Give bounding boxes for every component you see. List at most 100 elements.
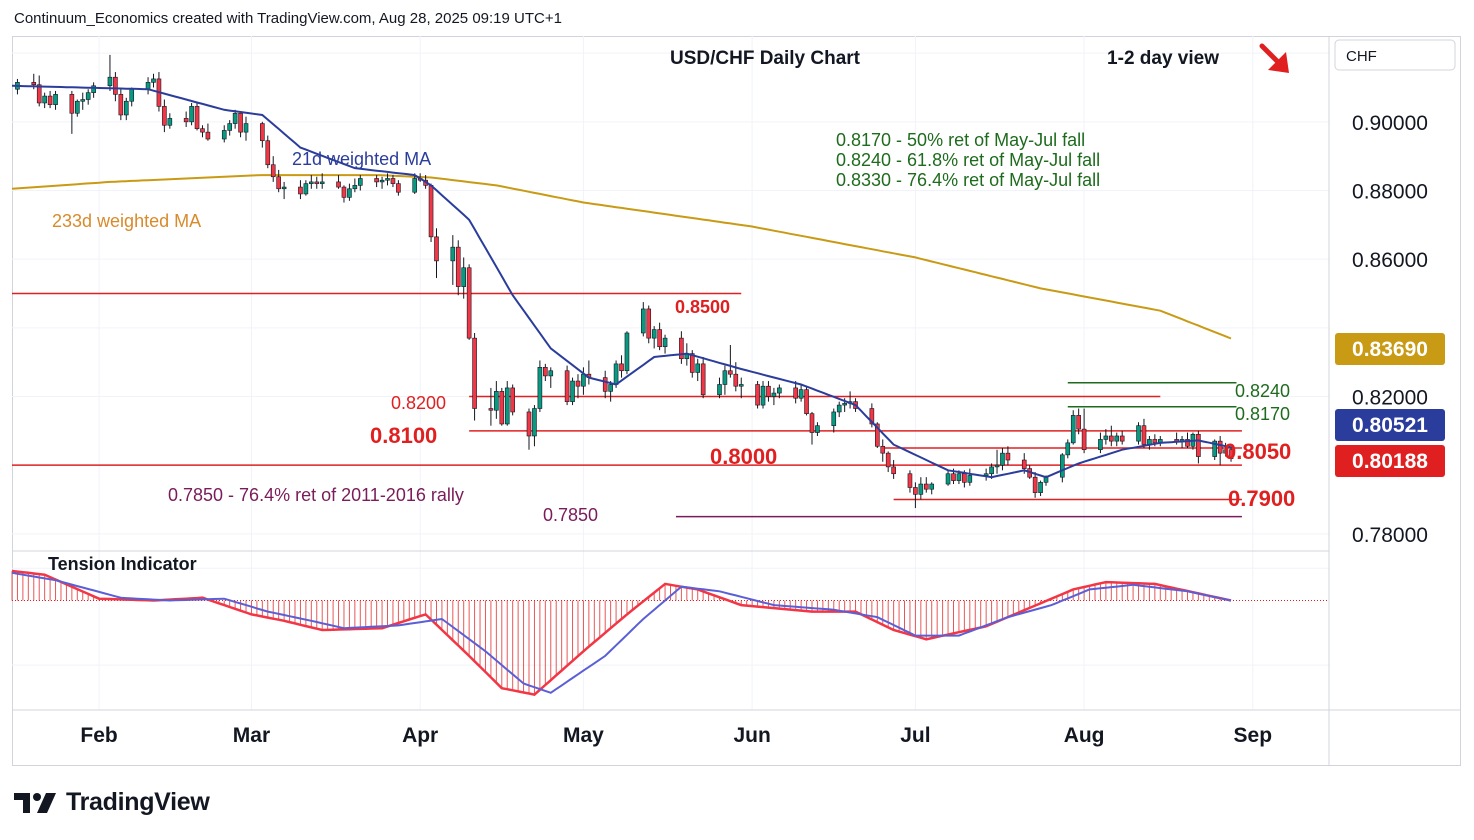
candle [913,482,918,509]
candle-body [1119,435,1125,442]
candle [183,111,189,127]
candle [1157,435,1163,447]
down-arrow-icon [1259,43,1289,73]
candle-body [183,118,189,123]
candle [499,387,505,426]
tension-fast-line [11,569,1232,696]
candle [314,176,320,189]
candle [80,92,86,110]
candle-body [347,188,352,198]
candle-body [151,78,156,83]
candle-body [679,337,684,360]
candle-body [42,95,47,104]
candle-body [319,181,325,184]
candle [967,468,973,486]
candle [347,183,352,201]
candle [374,175,379,188]
candle-body [1081,428,1087,451]
candle-body [700,363,706,396]
candle-body [1021,459,1027,469]
level-label-0.8050: 0.8050 [1224,439,1291,464]
candle [945,470,951,486]
candle [42,92,47,109]
candle-body [733,373,739,387]
candle-body [194,106,200,129]
ma21-line [11,84,1232,479]
candle-body [537,367,543,409]
candle-body [510,387,515,413]
candle [1217,435,1223,466]
candle-body [1196,433,1201,457]
tradingview-brand[interactable]: TradingView [14,788,210,817]
candle [281,181,287,200]
candle [36,75,42,107]
candle [1060,453,1065,483]
candle-body [276,176,281,190]
candle-body [771,392,777,397]
levels-layer [12,292,1242,518]
candle-body [755,384,760,406]
candle [341,185,347,203]
candle [1114,432,1120,447]
candle-body [113,76,118,95]
candle [831,408,837,433]
candle-body [53,94,58,105]
candle-body [989,466,994,475]
candle-body [967,475,973,483]
candle [564,365,570,406]
candle [200,125,205,138]
level-label-0.8200: 0.8200 [391,393,446,413]
candle [793,381,798,404]
candle-body [951,473,956,481]
candle-body [1109,435,1114,442]
candle [461,257,466,299]
candle-body [75,100,80,114]
candle-body [412,178,418,193]
candle-body [1070,415,1076,444]
candle [194,102,200,131]
candle-body [526,411,532,437]
candle [1212,439,1218,461]
candle [298,180,303,200]
candle-body [260,123,265,142]
x-tick-label: Sep [1234,724,1273,747]
candle [1103,429,1109,445]
candle-body [613,363,619,385]
chart-frame [12,36,1461,766]
candle [651,326,657,349]
candle-body [608,384,613,392]
candle [276,169,281,193]
candle [1196,430,1201,464]
candle-body [831,411,837,426]
candle [129,87,135,107]
candle-body [913,487,918,495]
candle [532,405,537,447]
candle [994,449,1000,474]
candle [466,264,472,340]
candle-body [570,380,575,402]
fib-label-0.8240: 0.8240 [1235,381,1290,401]
candle [167,113,173,129]
candle [880,439,886,462]
x-tick-label: May [563,724,604,747]
candle [907,470,913,493]
candle-body [994,464,1000,468]
candle-body [532,408,537,437]
currency-box[interactable] [1334,39,1456,71]
candle [722,365,728,395]
candle [53,90,58,110]
axis-layer: 0.920000.900000.880000.860000.820000.780… [80,43,1428,747]
candle-body [1065,442,1071,456]
candle-body [504,387,510,425]
candle [243,116,249,141]
candle [929,482,935,495]
candle [123,97,129,121]
candle [640,302,646,337]
candle-body [548,370,554,377]
candle-body [564,370,570,402]
candle-body [738,384,744,387]
candle-body [379,179,385,183]
candle-body [793,387,798,399]
candle-body [815,425,820,433]
